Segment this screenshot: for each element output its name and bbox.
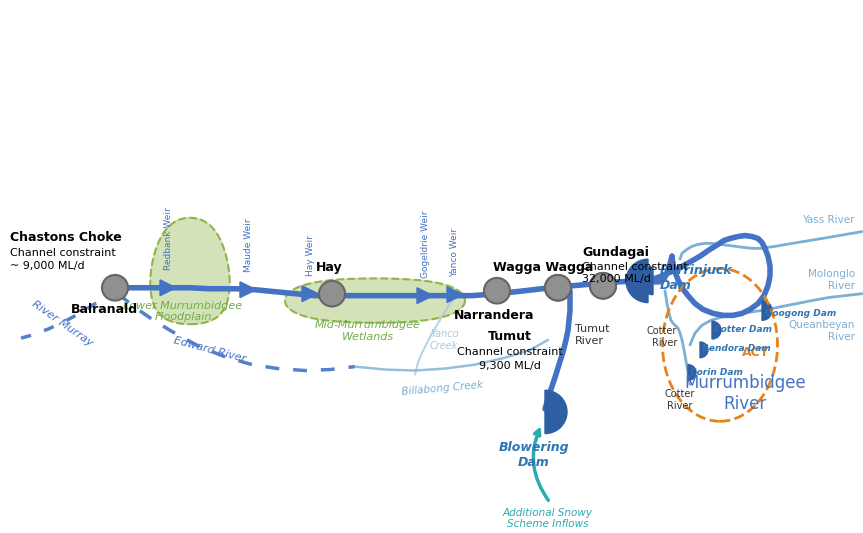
Text: Lower Murrumbidgee
Floodplain: Lower Murrumbidgee Floodplain bbox=[123, 301, 243, 322]
Text: Edward River: Edward River bbox=[173, 336, 247, 365]
Text: Hay: Hay bbox=[316, 261, 343, 274]
Text: Murrumbidgee
River: Murrumbidgee River bbox=[684, 375, 806, 413]
Polygon shape bbox=[285, 278, 465, 323]
Text: Balranald: Balranald bbox=[71, 303, 137, 316]
Text: Yass River: Yass River bbox=[803, 215, 855, 225]
Polygon shape bbox=[447, 287, 463, 303]
Text: Mid-Murrumbidgee
Wetlands: Mid-Murrumbidgee Wetlands bbox=[315, 320, 421, 342]
Text: Bendora Dam: Bendora Dam bbox=[702, 344, 771, 353]
Text: Redbank Weir: Redbank Weir bbox=[163, 207, 173, 270]
Circle shape bbox=[545, 275, 571, 301]
Text: Yanco
Creek: Yanco Creek bbox=[430, 329, 458, 351]
Text: Yanco Weir: Yanco Weir bbox=[450, 228, 459, 277]
Wedge shape bbox=[545, 390, 567, 434]
Polygon shape bbox=[240, 282, 256, 297]
Text: Tumut
River: Tumut River bbox=[575, 324, 609, 346]
Text: Cotter Dam: Cotter Dam bbox=[714, 325, 772, 334]
Text: Channel constraint: Channel constraint bbox=[582, 262, 688, 272]
Text: Corin Dam: Corin Dam bbox=[690, 368, 743, 377]
Circle shape bbox=[545, 275, 571, 301]
Wedge shape bbox=[700, 342, 708, 358]
Text: Wagga Wagga: Wagga Wagga bbox=[493, 261, 593, 274]
Text: River Murray: River Murray bbox=[29, 298, 94, 348]
Text: Googong Dam: Googong Dam bbox=[765, 309, 836, 318]
Wedge shape bbox=[712, 321, 721, 339]
Circle shape bbox=[590, 273, 616, 298]
Circle shape bbox=[319, 281, 345, 306]
Text: 32,000 ML/d: 32,000 ML/d bbox=[582, 274, 651, 284]
Circle shape bbox=[484, 278, 510, 303]
Text: Gundagai: Gundagai bbox=[582, 246, 649, 259]
Text: Cotter
River: Cotter River bbox=[665, 389, 696, 411]
Text: Channel constraint: Channel constraint bbox=[10, 248, 116, 258]
Text: Chastons Choke: Chastons Choke bbox=[10, 231, 122, 245]
Text: Additional Snowy
Scheme Inflows: Additional Snowy Scheme Inflows bbox=[503, 507, 593, 529]
Wedge shape bbox=[639, 267, 653, 295]
Wedge shape bbox=[762, 301, 772, 320]
Wedge shape bbox=[551, 398, 565, 426]
Text: Queanbeyan
River: Queanbeyan River bbox=[789, 320, 855, 342]
Text: Maude Weir: Maude Weir bbox=[243, 219, 253, 272]
Polygon shape bbox=[150, 218, 230, 324]
Polygon shape bbox=[417, 288, 433, 303]
Text: ACT: ACT bbox=[742, 346, 770, 359]
Text: Molonglo
River: Molonglo River bbox=[808, 269, 855, 290]
Circle shape bbox=[590, 273, 616, 298]
Polygon shape bbox=[160, 280, 176, 296]
Circle shape bbox=[102, 275, 128, 301]
Text: Gogeldrie Weir: Gogeldrie Weir bbox=[420, 211, 430, 278]
Text: ~ 9,000 ML/d: ~ 9,000 ML/d bbox=[10, 261, 85, 271]
Text: Blowering
Dam: Blowering Dam bbox=[499, 441, 570, 470]
Text: Channel constraint: Channel constraint bbox=[457, 347, 563, 357]
Text: Burrinjuck
Dam: Burrinjuck Dam bbox=[660, 264, 733, 292]
Text: Hay Weir: Hay Weir bbox=[306, 235, 314, 276]
Wedge shape bbox=[688, 365, 696, 381]
Text: Billabong Creek: Billabong Creek bbox=[400, 379, 483, 397]
Text: Narrandera: Narrandera bbox=[454, 310, 534, 322]
Wedge shape bbox=[626, 259, 648, 303]
Polygon shape bbox=[302, 286, 318, 302]
Text: Cotter
River: Cotter River bbox=[646, 326, 677, 348]
Text: Tumut: Tumut bbox=[488, 330, 532, 343]
Text: 9,300 ML/d: 9,300 ML/d bbox=[479, 360, 541, 370]
